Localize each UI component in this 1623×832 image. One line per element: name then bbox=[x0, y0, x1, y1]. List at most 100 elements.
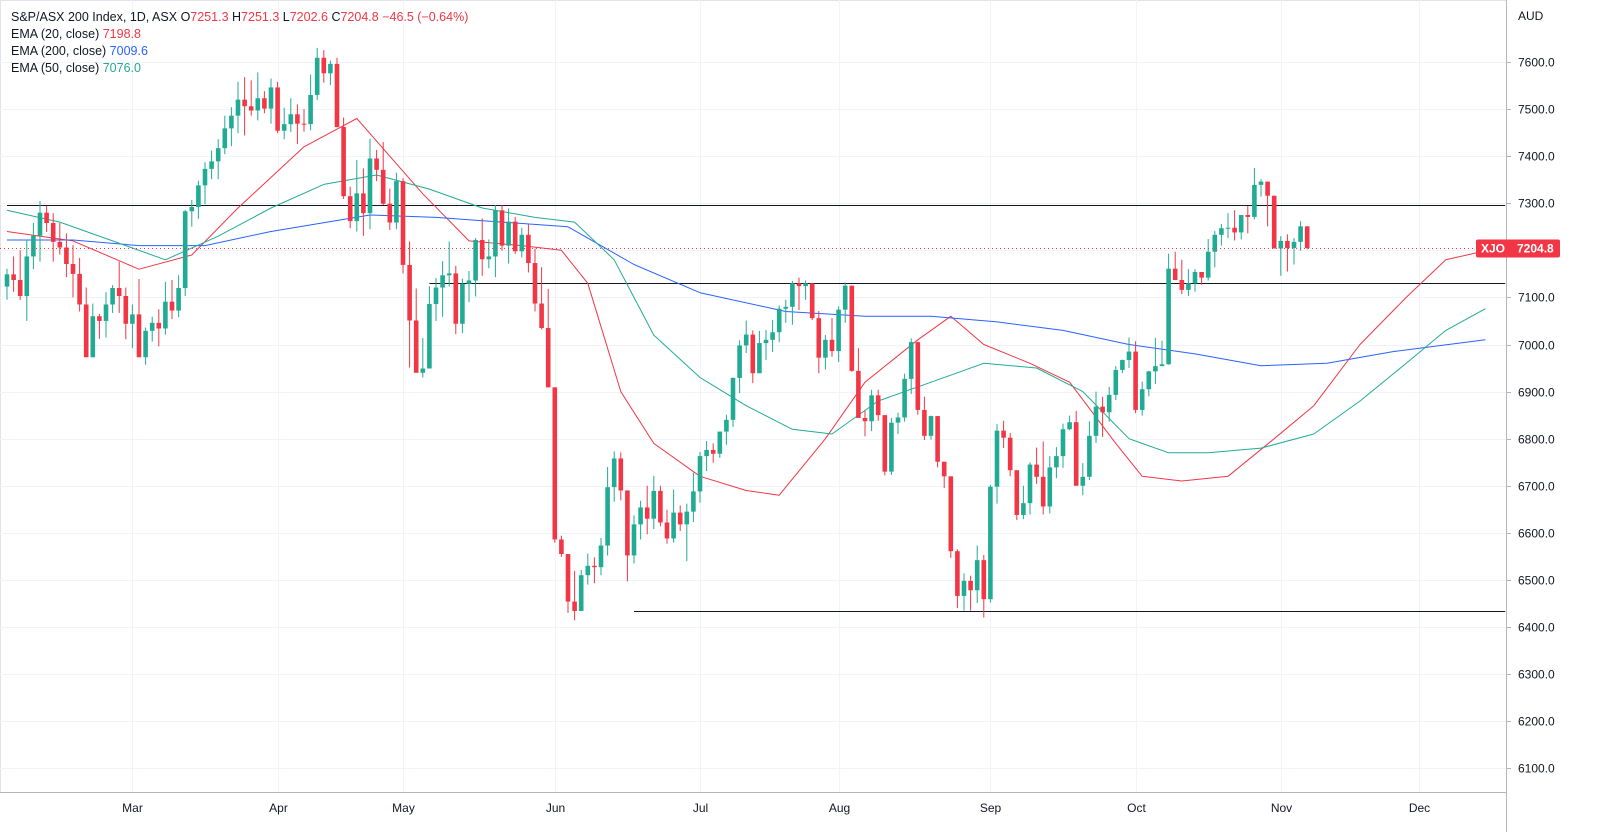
candle[interactable] bbox=[1126, 337, 1132, 369]
candle[interactable] bbox=[301, 109, 307, 132]
candle[interactable] bbox=[1021, 485, 1026, 520]
candle[interactable] bbox=[585, 553, 591, 585]
candle[interactable] bbox=[427, 286, 432, 369]
candle[interactable] bbox=[1100, 396, 1105, 437]
candle[interactable] bbox=[1278, 236, 1284, 276]
candle[interactable] bbox=[816, 311, 822, 374]
candle[interactable] bbox=[862, 409, 868, 437]
candle[interactable] bbox=[941, 461, 947, 489]
candle[interactable] bbox=[684, 503, 690, 562]
candle[interactable] bbox=[578, 570, 584, 611]
candle[interactable] bbox=[572, 570, 577, 621]
candle[interactable] bbox=[103, 292, 109, 338]
candle[interactable] bbox=[519, 227, 525, 258]
candle[interactable] bbox=[717, 431, 723, 458]
candle[interactable] bbox=[143, 327, 148, 365]
candle[interactable] bbox=[677, 505, 683, 531]
candle[interactable] bbox=[493, 205, 498, 278]
candle[interactable] bbox=[31, 223, 36, 270]
candle[interactable] bbox=[506, 208, 511, 264]
candle[interactable] bbox=[889, 417, 894, 475]
candle[interactable] bbox=[730, 377, 736, 427]
candle[interactable] bbox=[123, 287, 129, 340]
candle[interactable] bbox=[776, 305, 782, 343]
candle[interactable] bbox=[242, 77, 247, 136]
candle[interactable] bbox=[1014, 470, 1020, 521]
ema-line-1[interactable] bbox=[7, 214, 1486, 367]
candle[interactable] bbox=[387, 188, 393, 231]
candle[interactable] bbox=[697, 451, 703, 503]
candle[interactable] bbox=[1106, 386, 1112, 422]
candle[interactable] bbox=[1034, 447, 1039, 484]
candle[interactable] bbox=[149, 316, 155, 342]
candle[interactable] bbox=[97, 313, 102, 339]
candle[interactable] bbox=[1291, 238, 1297, 265]
candle[interactable] bbox=[11, 256, 16, 292]
candle[interactable] bbox=[361, 168, 366, 236]
candle[interactable] bbox=[1271, 195, 1277, 249]
candle[interactable] bbox=[130, 304, 135, 349]
candle[interactable] bbox=[209, 150, 214, 180]
candle[interactable] bbox=[1252, 167, 1257, 220]
candle[interactable] bbox=[1067, 415, 1072, 431]
candle[interactable] bbox=[829, 318, 835, 357]
candle[interactable] bbox=[902, 373, 907, 422]
indicator-ema50[interactable]: EMA (50, close) 7076.0 bbox=[11, 60, 468, 77]
candle[interactable] bbox=[691, 472, 696, 523]
candle[interactable] bbox=[611, 451, 617, 502]
candle[interactable] bbox=[328, 60, 333, 86]
indicator-ema200[interactable]: EMA (200, close) 7009.6 bbox=[11, 43, 468, 60]
candle[interactable] bbox=[935, 416, 940, 468]
candle[interactable] bbox=[1054, 447, 1059, 479]
candle[interactable] bbox=[651, 475, 657, 530]
candle[interactable] bbox=[394, 172, 399, 230]
candle[interactable] bbox=[1172, 251, 1178, 280]
candle[interactable] bbox=[625, 490, 630, 582]
candle[interactable] bbox=[981, 554, 987, 618]
candle[interactable] bbox=[895, 412, 901, 434]
candle[interactable] bbox=[420, 337, 426, 378]
candle[interactable] bbox=[823, 335, 828, 370]
candle[interactable] bbox=[479, 218, 485, 276]
candle[interactable] bbox=[783, 299, 789, 323]
candle[interactable] bbox=[380, 142, 386, 206]
candle[interactable] bbox=[836, 306, 841, 362]
candle[interactable] bbox=[308, 74, 313, 131]
candle[interactable] bbox=[1245, 206, 1251, 234]
candle[interactable] bbox=[156, 309, 162, 347]
candle[interactable] bbox=[539, 267, 544, 330]
candle[interactable] bbox=[453, 265, 459, 335]
candle[interactable] bbox=[869, 389, 874, 432]
candle[interactable] bbox=[222, 115, 228, 155]
candle[interactable] bbox=[116, 261, 122, 313]
candle[interactable] bbox=[658, 485, 663, 527]
candle[interactable] bbox=[1060, 423, 1066, 468]
candle[interactable] bbox=[24, 239, 30, 321]
candle[interactable] bbox=[671, 489, 676, 543]
candle[interactable] bbox=[202, 162, 208, 205]
candle[interactable] bbox=[605, 466, 610, 556]
candle[interactable] bbox=[1225, 213, 1231, 239]
candle[interactable] bbox=[413, 288, 419, 373]
candle[interactable] bbox=[1133, 341, 1138, 414]
candle[interactable] bbox=[268, 78, 274, 124]
candle[interactable] bbox=[737, 340, 742, 393]
candle[interactable] bbox=[64, 233, 69, 278]
candle[interactable] bbox=[968, 575, 973, 611]
candle[interactable] bbox=[407, 241, 412, 368]
candle[interactable] bbox=[882, 415, 888, 476]
candle[interactable] bbox=[321, 50, 327, 83]
candle[interactable] bbox=[948, 476, 954, 558]
candle[interactable] bbox=[1139, 381, 1145, 416]
candle[interactable] bbox=[1298, 221, 1303, 251]
candle[interactable] bbox=[57, 223, 63, 255]
candle[interactable] bbox=[875, 389, 881, 421]
candle[interactable] bbox=[974, 545, 980, 603]
candle[interactable] bbox=[347, 186, 353, 229]
candle[interactable] bbox=[1007, 433, 1013, 477]
candle[interactable] bbox=[295, 104, 300, 144]
candle[interactable] bbox=[341, 117, 346, 200]
candle[interactable] bbox=[1186, 269, 1191, 297]
candle[interactable] bbox=[908, 338, 914, 394]
